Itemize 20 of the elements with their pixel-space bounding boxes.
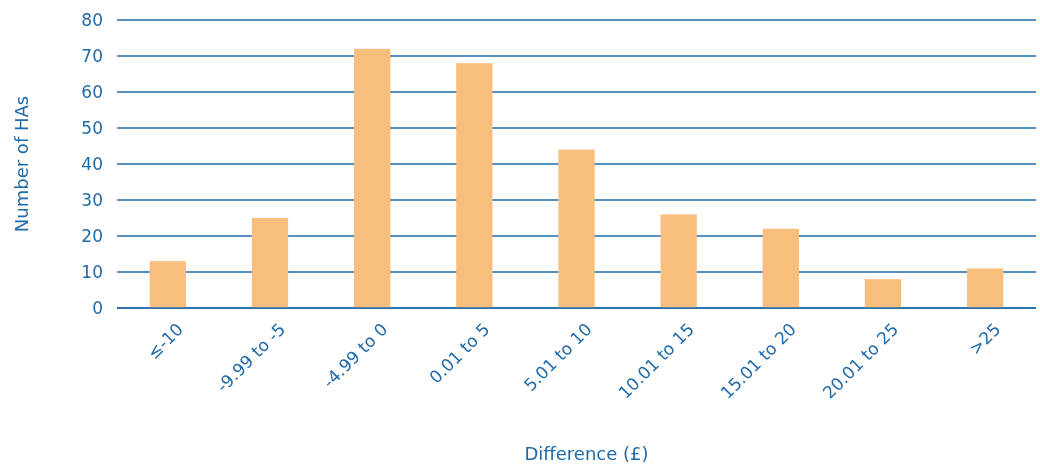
bar — [864, 279, 902, 308]
bar — [456, 63, 493, 308]
y-tick-label: 60 — [81, 81, 103, 102]
y-tick-label: 70 — [81, 45, 103, 66]
y-tick-label: 20 — [81, 225, 103, 246]
y-tick-label: 0 — [92, 297, 103, 318]
bar — [251, 218, 289, 308]
bar — [149, 261, 186, 308]
y-axis-title: Number of HAs — [11, 95, 32, 233]
bar — [558, 149, 595, 308]
y-tick-label: 50 — [81, 117, 103, 138]
bar — [354, 48, 391, 308]
bar — [762, 228, 799, 308]
y-tick-label: 30 — [81, 189, 103, 210]
y-tick-label: 80 — [81, 9, 103, 30]
bar — [660, 214, 697, 308]
y-tick-label: 40 — [81, 153, 103, 174]
y-tick-label: 10 — [81, 261, 103, 282]
bar — [967, 268, 1004, 308]
x-axis-title: Difference (£) — [524, 443, 649, 464]
